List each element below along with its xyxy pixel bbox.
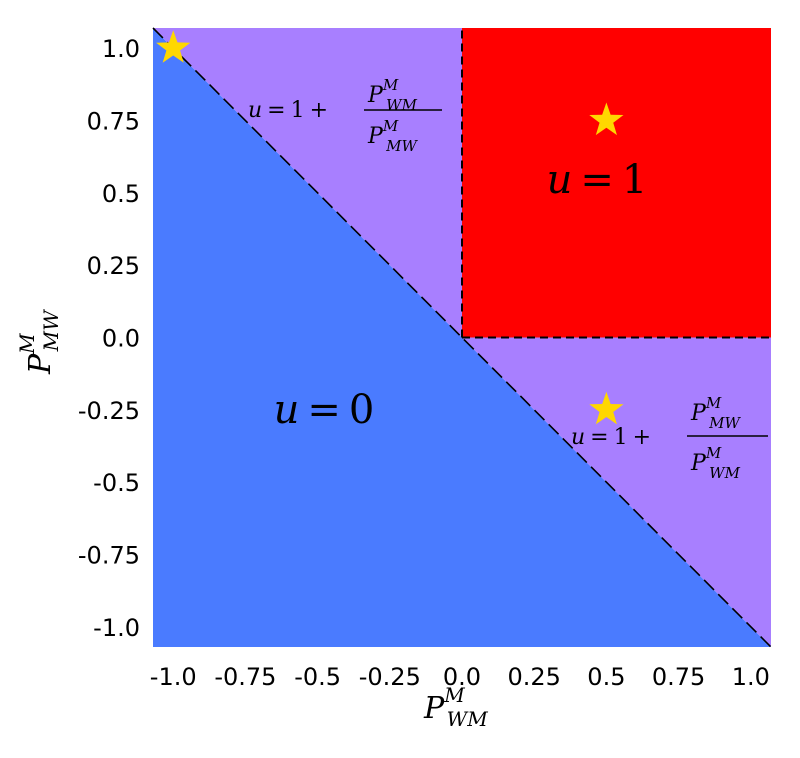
x-tick-label: -0.25 — [359, 663, 421, 691]
annotation-mixed-upper: u = 1 + PM WM PM MW — [248, 76, 442, 155]
x-tick-label: 0.5 — [587, 663, 625, 691]
y-tick-label: 0.0 — [102, 325, 140, 353]
y-tick-label: -0.25 — [78, 397, 140, 425]
x-tick-label: -0.5 — [294, 663, 341, 691]
star-marker-1 — [156, 30, 191, 63]
star-markers — [156, 30, 624, 425]
y-tick-label: 0.25 — [87, 252, 140, 280]
star-marker-2 — [589, 102, 624, 136]
svg-text:u=1+: u = 1 + — [248, 98, 328, 123]
y-tick-label: 0.75 — [87, 108, 140, 136]
svg-text:PMMW: PM MW — [690, 394, 742, 432]
svg-text:u=1+: u = 1 + — [571, 425, 651, 450]
x-tick-label: 1.0 — [732, 663, 770, 691]
y-axis-label: PMMW — [15, 309, 63, 375]
annotation-u-1: u = 1 — [547, 157, 648, 203]
star-marker-3 — [589, 391, 624, 425]
y-tick-label: 0.5 — [102, 180, 140, 208]
x-axis-label: PM WM — [423, 683, 488, 731]
annotation-mixed-lower: u = 1 + PM MW PM WM — [571, 394, 768, 482]
svg-text:PMMW: PM MW — [367, 117, 419, 155]
y-axis-ticks: -1.0 -0.75 -0.5 -0.25 0.0 0.25 0.5 0.75 1.0 — [78, 35, 140, 642]
x-axis-ticks: -1.0 -0.75 -0.5 -0.25 0.0 0.25 0.5 0.75 1.0 — [150, 663, 770, 691]
x-tick-label: 0.25 — [507, 663, 560, 691]
y-tick-label: -0.75 — [78, 541, 140, 569]
plot-area — [152, 27, 772, 648]
y-tick-label: -1.0 — [93, 614, 140, 642]
y-tick-label: -0.5 — [93, 469, 140, 497]
x-tick-label: -1.0 — [150, 663, 197, 691]
y-tick-label: 1.0 — [102, 35, 140, 63]
boundary-diagonal — [152, 27, 772, 648]
x-tick-label: 0.0 — [443, 663, 481, 691]
annotation-u-0: u = 0 — [274, 387, 375, 433]
x-tick-label: 0.75 — [652, 663, 705, 691]
region-u-1 — [462, 28, 771, 338]
x-tick-label: -0.75 — [214, 663, 276, 691]
